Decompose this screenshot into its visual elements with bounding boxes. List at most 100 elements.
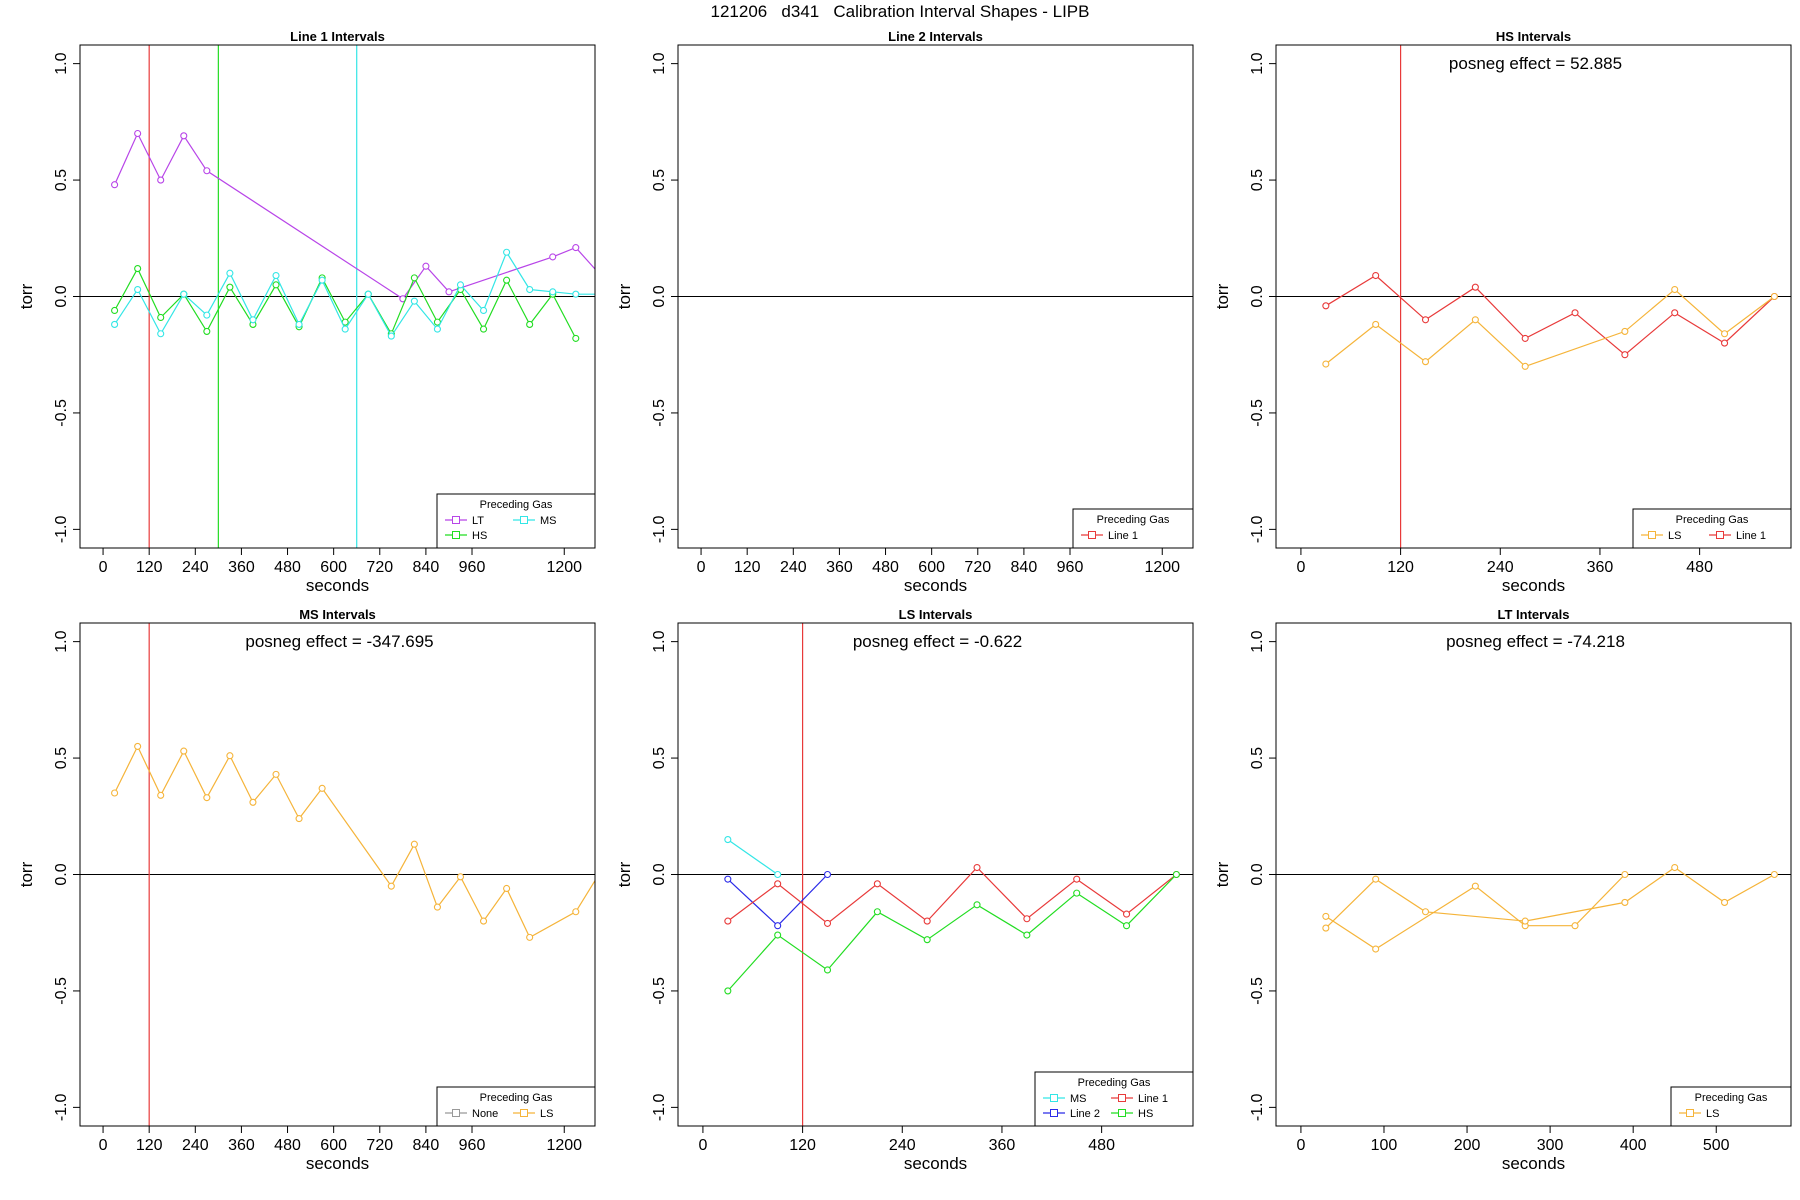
x-tick-label: 240 bbox=[182, 1137, 209, 1154]
x-tick-label: 600 bbox=[320, 559, 347, 576]
data-point bbox=[456, 873, 465, 881]
legend: Preceding Gas LS bbox=[1670, 1086, 1792, 1127]
data-point bbox=[973, 901, 981, 909]
chart-panel-0: Line 1 Intervals 0 120 240 360 480 600 720 840 96… bbox=[17, 29, 596, 595]
x-tick-label: 360 bbox=[826, 559, 853, 576]
chart-panel-3: MS Intervals 0 120 240 360 480 600 720 840 960 120… bbox=[17, 607, 602, 1173]
x-tick-label: 840 bbox=[413, 559, 440, 576]
data-point bbox=[1322, 360, 1330, 368]
data-point bbox=[1172, 870, 1180, 879]
y-tick-label: 0.0 bbox=[53, 863, 70, 885]
data-point bbox=[479, 306, 488, 315]
data-point bbox=[823, 966, 832, 974]
data-point bbox=[1322, 302, 1330, 310]
data-point bbox=[526, 320, 534, 328]
data-point bbox=[111, 320, 119, 328]
legend-box bbox=[1034, 1071, 1194, 1127]
data-point bbox=[724, 836, 732, 844]
data-point bbox=[1621, 898, 1629, 906]
y-tick-label: -1.0 bbox=[1249, 515, 1266, 543]
legend-title: Preceding Gas bbox=[1097, 514, 1170, 526]
x-tick-label: 0 bbox=[99, 1137, 108, 1154]
data-point bbox=[1720, 339, 1729, 347]
x-tick-label: 240 bbox=[182, 559, 209, 576]
panel-title: MS Intervals bbox=[299, 607, 376, 622]
x-tick-label: 1200 bbox=[546, 559, 582, 576]
series-line-ls bbox=[114, 745, 595, 939]
x-tick-label: 100 bbox=[1371, 1137, 1398, 1154]
chart-panel-1: Line 2 Intervals 0 120 240 360 480 600 720 840 96… bbox=[615, 29, 1194, 595]
data-point bbox=[724, 917, 732, 925]
data-point bbox=[1421, 358, 1430, 366]
data-point bbox=[503, 276, 511, 284]
data-point bbox=[572, 244, 580, 252]
y-axis-label: torr bbox=[615, 283, 634, 309]
data-point bbox=[410, 840, 418, 848]
series-line-ls bbox=[1325, 874, 1626, 950]
legend-swatch-marker bbox=[1648, 531, 1656, 539]
data-point bbox=[1322, 912, 1330, 920]
x-tick-label: 240 bbox=[1487, 559, 1514, 576]
y-tick-label: -0.5 bbox=[53, 977, 70, 1005]
data-point bbox=[1421, 316, 1430, 324]
x-tick-label: 840 bbox=[413, 1137, 440, 1154]
posneg-annotation: posneg effect = -347.695 bbox=[245, 632, 433, 651]
data-point bbox=[111, 306, 119, 315]
legend-box bbox=[1632, 508, 1792, 549]
x-tick-label: 0 bbox=[1296, 1137, 1305, 1154]
legend-swatch-marker bbox=[452, 531, 460, 539]
data-point bbox=[549, 288, 557, 296]
y-axis-label: torr bbox=[17, 861, 36, 887]
data-point bbox=[503, 884, 511, 893]
data-point bbox=[1122, 910, 1131, 918]
data-point bbox=[456, 281, 465, 289]
data-point bbox=[318, 276, 326, 284]
legend-swatch-marker bbox=[1050, 1109, 1058, 1117]
data-point bbox=[272, 281, 280, 289]
x-tick-label: 240 bbox=[780, 559, 807, 576]
posneg-annotation: posneg effect = -0.622 bbox=[853, 632, 1022, 651]
y-tick-label: 0.0 bbox=[1249, 863, 1266, 885]
data-point bbox=[203, 167, 211, 175]
data-point bbox=[923, 917, 931, 925]
y-tick-label: 0.5 bbox=[1249, 169, 1266, 191]
chart-panel-4: LS Intervals 0 120 240 360 480 seconds 1.0 0.5 0.… bbox=[615, 607, 1194, 1173]
data-point bbox=[503, 248, 511, 256]
x-axis-label: seconds bbox=[904, 576, 967, 595]
legend-title: Preceding Gas bbox=[1695, 1092, 1768, 1104]
y-axis-label: torr bbox=[17, 283, 36, 309]
data-point bbox=[526, 933, 534, 941]
panel-title: HS Intervals bbox=[1496, 29, 1571, 44]
data-point bbox=[157, 176, 165, 184]
x-tick-label: 300 bbox=[1537, 1137, 1564, 1154]
y-tick-label: 1.0 bbox=[53, 630, 70, 652]
data-point bbox=[724, 987, 732, 995]
legend-label: LS bbox=[1706, 1108, 1719, 1120]
posneg-annotation: posneg effect = -74.218 bbox=[1446, 632, 1625, 651]
data-point bbox=[295, 815, 303, 823]
data-point bbox=[410, 297, 418, 305]
x-tick-label: 720 bbox=[964, 559, 991, 576]
legend-label: Line 2 bbox=[1070, 1108, 1100, 1120]
legend-swatch-marker bbox=[1118, 1094, 1126, 1102]
data-point bbox=[226, 752, 234, 760]
x-tick-label: 480 bbox=[872, 559, 899, 576]
data-point bbox=[1073, 889, 1081, 897]
legend-box bbox=[436, 1086, 596, 1127]
data-point bbox=[1671, 285, 1679, 294]
legend-label: MS bbox=[1070, 1093, 1087, 1105]
data-point bbox=[1571, 922, 1579, 930]
y-tick-label: 0.0 bbox=[1249, 285, 1266, 307]
data-point bbox=[596, 872, 602, 878]
x-tick-label: 120 bbox=[136, 559, 163, 576]
data-point bbox=[479, 917, 488, 925]
data-point bbox=[226, 269, 234, 277]
figure-title: 121206 d341 Calibration Interval Shapes … bbox=[710, 2, 1090, 21]
y-tick-label: -1.0 bbox=[1249, 1093, 1266, 1121]
y-tick-label: 1.0 bbox=[651, 630, 668, 652]
data-point bbox=[1621, 870, 1629, 879]
data-point bbox=[1372, 320, 1380, 328]
data-point bbox=[1073, 875, 1081, 883]
data-point bbox=[923, 936, 931, 944]
y-tick-label: 0.5 bbox=[53, 747, 70, 769]
